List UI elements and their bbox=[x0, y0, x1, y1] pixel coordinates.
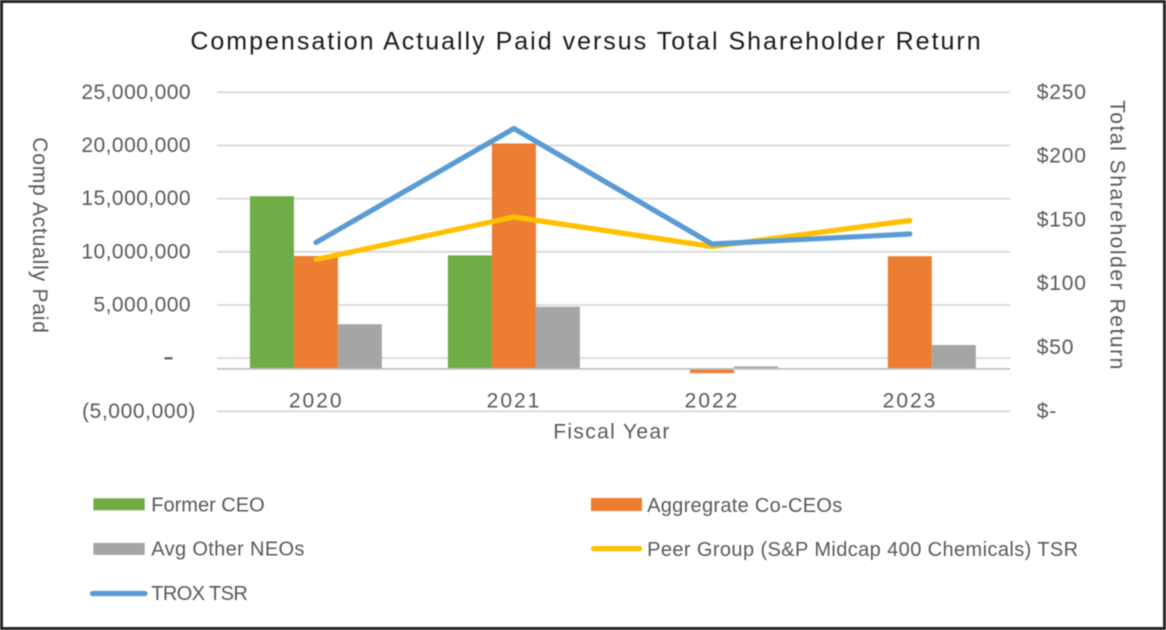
svg-text:$200: $200 bbox=[1037, 145, 1087, 168]
svg-text:$150: $150 bbox=[1037, 208, 1087, 231]
svg-text:$250: $250 bbox=[1037, 81, 1087, 104]
svg-text:$-: $- bbox=[1037, 400, 1057, 423]
svg-text:Compensation Actually Paid ver: Compensation Actually Paid versus Total … bbox=[190, 28, 982, 56]
svg-text:5,000,000: 5,000,000 bbox=[94, 294, 191, 317]
svg-text:2023: 2023 bbox=[883, 389, 938, 412]
svg-text:TROX TSR: TROX TSR bbox=[151, 583, 247, 605]
svg-text:Comp Actually Paid: Comp Actually Paid bbox=[28, 137, 51, 334]
svg-text:$50: $50 bbox=[1037, 336, 1074, 359]
svg-text:15,000,000: 15,000,000 bbox=[81, 187, 191, 210]
svg-text:Peer Group (S&P Midcap 400 Che: Peer Group (S&P Midcap 400 Chemicals) TS… bbox=[647, 539, 1078, 561]
svg-text:(5,000,000): (5,000,000) bbox=[82, 400, 196, 423]
svg-text:2021: 2021 bbox=[487, 389, 542, 412]
svg-text:$100: $100 bbox=[1037, 272, 1087, 295]
svg-text:2020: 2020 bbox=[289, 389, 344, 412]
svg-text:Fiscal Year: Fiscal Year bbox=[553, 420, 671, 443]
svg-text:10,000,000: 10,000,000 bbox=[81, 240, 191, 263]
svg-text:25,000,000: 25,000,000 bbox=[81, 81, 191, 104]
svg-text:Total Shareholder Return: Total Shareholder Return bbox=[1106, 100, 1129, 371]
svg-text:Former CEO: Former CEO bbox=[151, 495, 264, 517]
svg-text:2022: 2022 bbox=[685, 389, 740, 412]
svg-text:20,000,000: 20,000,000 bbox=[81, 134, 191, 157]
svg-text:Avg Other NEOs: Avg Other NEOs bbox=[151, 539, 304, 561]
svg-text:Aggregrate Co-CEOs: Aggregrate Co-CEOs bbox=[647, 495, 842, 517]
